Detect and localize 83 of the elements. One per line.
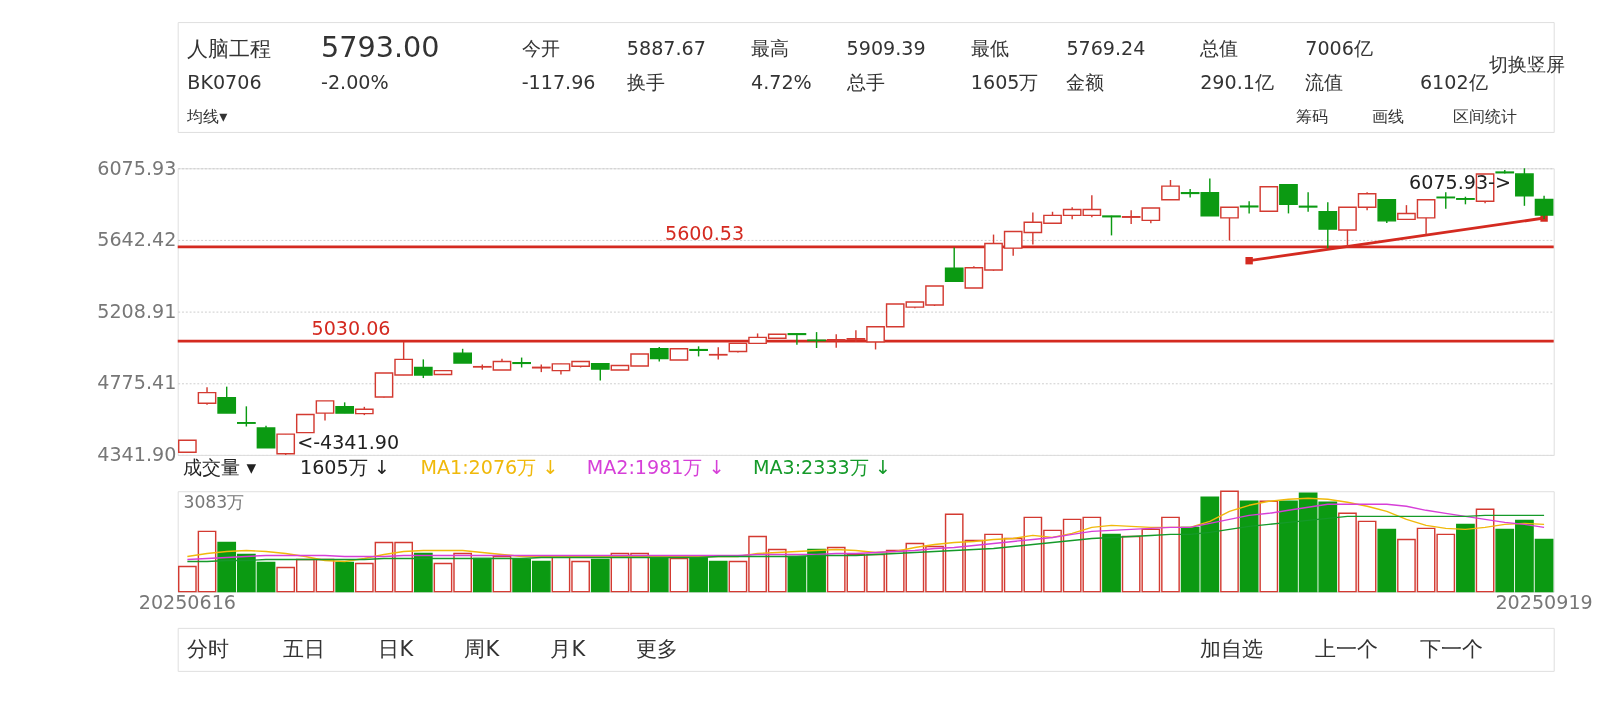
- bar: [1377, 528, 1397, 593]
- candlestick: [1318, 201, 1338, 249]
- text: MA3:2333万 ↓: [752, 456, 891, 480]
- text: 切换竖屏: [1488, 52, 1565, 76]
- text: 5793.00: [321, 30, 440, 65]
- bar: [492, 555, 512, 593]
- text: MA1:2076万 ↓: [420, 456, 559, 480]
- bar: [1456, 523, 1475, 593]
- text: 最高: [751, 36, 790, 60]
- text: 人脑工程: [187, 35, 272, 61]
- bar: [472, 557, 492, 593]
- candlestick: [1279, 183, 1298, 215]
- bar: [649, 555, 669, 593]
- text: 下一个: [1419, 635, 1483, 661]
- annotation: <-4341.90: [297, 431, 400, 455]
- text: 周K: [464, 635, 501, 661]
- y-tick-label: 6075.93: [97, 156, 177, 180]
- text: 1605万: [970, 70, 1039, 94]
- text: -117.96: [521, 70, 596, 94]
- bar: [669, 557, 689, 593]
- text: 月K: [550, 635, 587, 661]
- text: 290.1亿: [1200, 70, 1274, 94]
- candlestick: [1377, 198, 1397, 224]
- y-tick-label: 4341.90: [97, 443, 177, 467]
- text: -2.00%: [321, 70, 389, 94]
- candlestick: [256, 425, 276, 449]
- text: 今开: [521, 36, 560, 60]
- bar: [1102, 533, 1121, 593]
- candlestick: [787, 332, 807, 346]
- candlestick: [1239, 200, 1259, 215]
- text: 更多: [636, 635, 679, 661]
- x-tick-label: 20250919: [1495, 591, 1593, 615]
- text: 筹码: [1295, 107, 1328, 127]
- x-tick-label: 20250616: [138, 591, 236, 615]
- y-tick-label: 4775.41: [97, 371, 177, 395]
- y-tick-label: 5642.42: [97, 228, 177, 252]
- text: 画线: [1372, 107, 1405, 127]
- text: 日K: [378, 635, 415, 661]
- text: 分时: [187, 635, 230, 661]
- text: 6102亿: [1419, 70, 1488, 94]
- text: 上一个: [1314, 635, 1378, 661]
- candlestick: [1220, 206, 1239, 242]
- text: 总值: [1199, 36, 1239, 60]
- candlestick: [1515, 167, 1534, 207]
- text: 最低: [970, 36, 1009, 60]
- candlestick: [1298, 191, 1318, 213]
- candlestick: [276, 433, 296, 456]
- bar: [590, 558, 610, 593]
- y-tick-label: 5208.91: [97, 299, 177, 323]
- bar: [413, 552, 433, 593]
- bar: [1475, 508, 1495, 593]
- text: 均线▾: [186, 107, 229, 127]
- candlestick: [413, 358, 433, 379]
- text: 1605万 ↓: [300, 456, 390, 480]
- text: 7006亿: [1305, 36, 1373, 60]
- text: 换手: [626, 70, 665, 94]
- text: 总手: [845, 70, 885, 94]
- candlestick: [217, 385, 237, 414]
- text: 区间统计: [1453, 107, 1518, 127]
- candlestick: [295, 413, 315, 434]
- candlestick: [1102, 215, 1121, 237]
- candlestick: [1161, 179, 1180, 201]
- bar: [1259, 500, 1279, 593]
- text: BK0706: [187, 70, 262, 94]
- candlestick: [315, 400, 335, 422]
- ref-line-label: 5030.06: [311, 316, 391, 340]
- text: 金额: [1066, 70, 1105, 94]
- text: 4.72%: [751, 70, 812, 94]
- annotation: 3083万: [183, 492, 245, 513]
- text: 5769.24: [1066, 36, 1146, 60]
- text: 成交量 ▾: [183, 456, 257, 480]
- bar: [335, 561, 355, 593]
- candlestick: [944, 246, 964, 283]
- bar: [1220, 490, 1239, 593]
- bar: [1239, 500, 1259, 593]
- text: 5887.67: [626, 36, 706, 60]
- text: MA2:1981万 ↓: [586, 456, 725, 480]
- ref-line-label: 5600.53: [665, 222, 745, 246]
- text: 流值: [1305, 70, 1344, 94]
- text: 加自选: [1200, 635, 1264, 661]
- text: 五日: [282, 635, 325, 661]
- text: 5909.39: [846, 36, 926, 60]
- candlestick: [236, 405, 256, 428]
